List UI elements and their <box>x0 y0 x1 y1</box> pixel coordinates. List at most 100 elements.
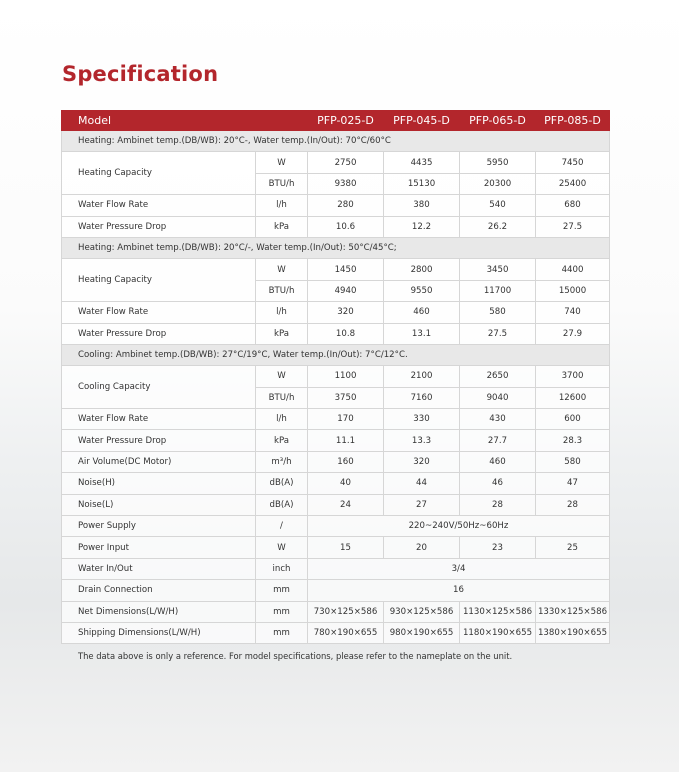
value: 10.6 <box>307 215 384 238</box>
model-label: Model <box>61 110 308 131</box>
value: 16 <box>307 579 610 602</box>
section-title: Heating: Ambinet temp.(DB/WB): 20°C-, Wa… <box>61 129 610 153</box>
value: 680 <box>535 194 610 217</box>
value: 160 <box>307 450 384 474</box>
row-label: Power Supply <box>61 515 256 538</box>
spec-row: Heating Capacity W 1450 2800 3450 4400 <box>61 258 610 303</box>
value: 740 <box>535 301 610 324</box>
value: 5950 <box>459 151 536 174</box>
section-title: Cooling: Ambinet temp.(DB/WB): 27°C/19°C… <box>61 343 610 367</box>
value: 11700 <box>459 279 536 303</box>
value: 1380×190×655 <box>535 621 610 645</box>
value: 13.3 <box>383 429 460 452</box>
spec-table: Model PFP-025-D PFP-045-D PFP-065-D PFP-085-… <box>61 110 610 645</box>
unit: kPa <box>255 322 308 345</box>
row-label: Water Flow Rate <box>61 408 256 431</box>
value: 3750 <box>307 386 384 410</box>
unit: W <box>255 151 308 174</box>
spec-row: Cooling Capacity W 1100 2100 2650 3700 <box>61 365 610 410</box>
value: 2750 <box>307 151 384 174</box>
unit: mm <box>255 621 308 645</box>
row-label: Water In/Out <box>61 557 256 581</box>
unit: BTU/h <box>255 279 308 303</box>
section-title: Heating: Ambinet temp.(DB/WB): 20°C/-, W… <box>61 236 610 260</box>
value: 430 <box>459 408 536 431</box>
value: 7160 <box>383 386 460 410</box>
unit: dB(A) <box>255 472 308 495</box>
unit: l/h <box>255 194 308 217</box>
value: 9550 <box>383 279 460 303</box>
model-name: PFP-065-D <box>459 110 536 131</box>
value: 1450 <box>307 258 384 281</box>
row-label: Air Volume(DC Motor) <box>61 450 256 474</box>
value: 1180×190×655 <box>459 621 536 645</box>
value: 27.7 <box>459 429 536 452</box>
section-row: Heating: Ambinet temp.(DB/WB): 20°C-, Wa… <box>61 129 610 153</box>
value: 3450 <box>459 258 536 281</box>
row-label: Drain Connection <box>61 579 256 602</box>
value: 3/4 <box>307 557 610 581</box>
value: 7450 <box>535 151 610 174</box>
value: 47 <box>535 472 610 495</box>
unit: kPa <box>255 429 308 452</box>
value: 9040 <box>459 386 536 410</box>
section-row: Cooling: Ambinet temp.(DB/WB): 27°C/19°C… <box>61 343 610 367</box>
model-name: PFP-085-D <box>535 110 610 131</box>
value: 25400 <box>535 172 610 196</box>
row-label: Water Pressure Drop <box>61 322 256 345</box>
value: 40 <box>307 472 384 495</box>
value: 460 <box>459 450 536 474</box>
value: 2650 <box>459 365 536 388</box>
unit: BTU/h <box>255 386 308 410</box>
unit: kPa <box>255 215 308 238</box>
value: 580 <box>459 301 536 324</box>
value: 1100 <box>307 365 384 388</box>
value: 46 <box>459 472 536 495</box>
value: 26.2 <box>459 215 536 238</box>
value: 280 <box>307 194 384 217</box>
value: 320 <box>383 450 460 474</box>
value: 1130×125×586 <box>459 600 536 623</box>
spec-row: Net Dimensions(L/W/H) mm 730×125×586 930×12… <box>61 600 610 623</box>
footnote: The data above is only a reference. For … <box>78 651 513 661</box>
value: 1330×125×586 <box>535 600 610 623</box>
unit: l/h <box>255 408 308 431</box>
spec-row: Water Flow Rate l/h 280 380 540 680 <box>61 194 610 217</box>
value: 28 <box>535 493 610 517</box>
value: 600 <box>535 408 610 431</box>
value: 580 <box>535 450 610 474</box>
value: 2100 <box>383 365 460 388</box>
value: 12600 <box>535 386 610 410</box>
spec-row: BTU/h 3750 7160 9040 12600 <box>62 386 610 410</box>
value: 15 <box>307 536 384 559</box>
model-name: PFP-025-D <box>307 110 384 131</box>
value: 10.8 <box>307 322 384 345</box>
unit: W <box>255 365 308 388</box>
value: 27.5 <box>535 215 610 238</box>
value: 4435 <box>383 151 460 174</box>
value: 27 <box>383 493 460 517</box>
value: 28.3 <box>535 429 610 452</box>
spec-row: Drain Connection mm 16 <box>61 579 610 602</box>
value: 27.5 <box>459 322 536 345</box>
unit: inch <box>255 557 308 581</box>
unit: dB(A) <box>255 493 308 517</box>
row-label: Water Pressure Drop <box>61 429 256 452</box>
value: 20300 <box>459 172 536 196</box>
value: 4940 <box>307 279 384 303</box>
value: 20 <box>383 536 460 559</box>
value: 23 <box>459 536 536 559</box>
row-label: Water Pressure Drop <box>61 215 256 238</box>
spec-row: Water Pressure Drop kPa 10.8 13.1 27.5 27.9 <box>61 322 610 345</box>
value: 330 <box>383 408 460 431</box>
spec-row: Noise(H) dB(A) 40 44 46 47 <box>61 472 610 495</box>
value: 780×190×655 <box>307 621 384 645</box>
value: 2800 <box>383 258 460 281</box>
value: 730×125×586 <box>307 600 384 623</box>
spec-row: Water Flow Rate l/h 320 460 580 740 <box>61 301 610 324</box>
value: 220~240V/50Hz~60Hz <box>307 515 610 538</box>
value: 25 <box>535 536 610 559</box>
value: 11.1 <box>307 429 384 452</box>
row-label: Noise(L) <box>61 493 256 517</box>
